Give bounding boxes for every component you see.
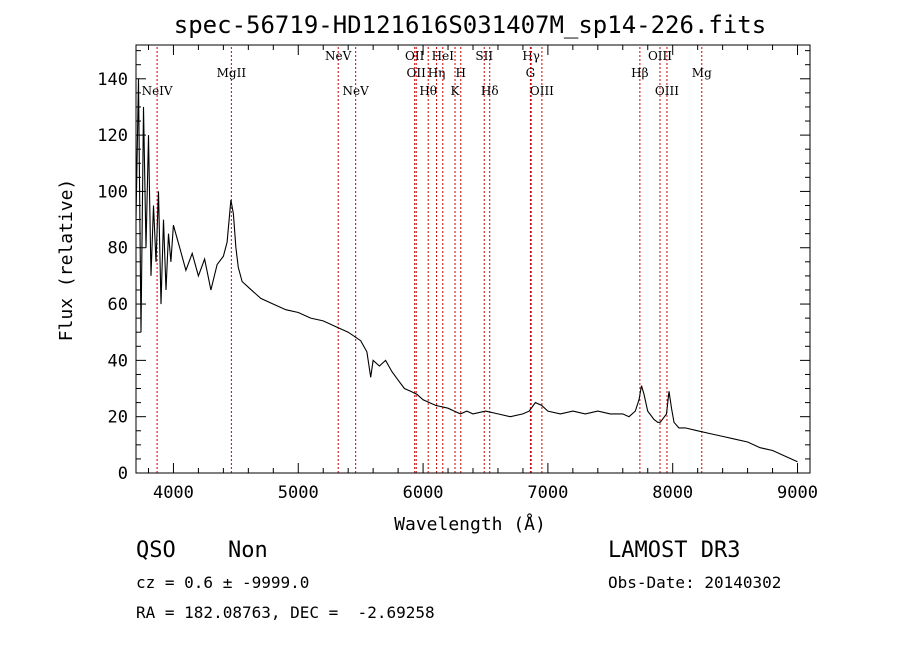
line-label-1: MgII — [217, 66, 247, 80]
line-label-18: OIII — [655, 84, 679, 98]
line-label-9: H — [456, 66, 466, 80]
y-axis-label: Flux (relative) — [56, 179, 77, 342]
y-tick-label-1: 20 — [108, 408, 128, 428]
x-tick-label-0: 4000 — [153, 483, 194, 503]
line-label-5: OII — [407, 66, 427, 80]
line-label-14: G — [526, 66, 536, 80]
redshift-cz: cz = 0.6 ± -9999.0 — [136, 573, 310, 592]
y-tick-label-5: 100 — [97, 182, 128, 202]
obs-date: Obs-Date: 20140302 — [608, 573, 782, 592]
line-label-2: NeV — [325, 49, 352, 63]
line-label-4: OII — [405, 49, 425, 63]
x-axis-label: Wavelength (Å) — [394, 513, 546, 535]
line-label-3: NeV — [343, 84, 370, 98]
object-class: QSO — [136, 538, 176, 563]
x-tick-label-2: 6000 — [403, 483, 444, 503]
x-tick-label-5: 9000 — [777, 483, 818, 503]
y-tick-label-2: 40 — [108, 351, 128, 371]
line-label-10: K — [451, 84, 461, 98]
line-label-8: HeI — [432, 49, 455, 63]
y-tick-label-6: 120 — [97, 126, 128, 146]
x-tick-label-3: 7000 — [527, 483, 568, 503]
line-label-19: Mg — [692, 66, 712, 80]
y-tick-label-3: 60 — [108, 295, 128, 315]
spectrum-line — [135, 78, 798, 463]
spectrum-series — [135, 78, 798, 463]
line-label-16: Hβ — [631, 66, 648, 80]
y-tick-label-7: 140 — [97, 70, 128, 90]
object-subclass: Non — [228, 538, 268, 563]
line-label-11: SII — [475, 49, 493, 63]
line-label-17: OIII — [648, 49, 672, 63]
x-tick-label-4: 8000 — [652, 483, 693, 503]
line-label-15: OIII — [530, 84, 554, 98]
y-tick-label-4: 80 — [108, 239, 128, 259]
tick-labels: 4000 5000 6000 7000 8000 9000 0 20 40 60 80 100 120 1… — [97, 70, 818, 503]
coordinates: RA = 182.08763, DEC = -2.69258 — [136, 603, 435, 622]
line-label-6: Hθ — [419, 84, 437, 98]
line-label-13: Hγ — [522, 49, 540, 63]
survey-name: LAMOST DR3 — [608, 538, 741, 563]
y-tick-label-0: 0 — [118, 464, 128, 484]
axes — [135, 44, 811, 474]
line-label-7: Hη — [428, 66, 446, 80]
x-tick-label-1: 5000 — [278, 483, 319, 503]
line-label-12: Hδ — [481, 84, 499, 98]
line-label-0: NeIV — [142, 84, 173, 98]
chart-title: spec-56719-HD121616S031407M_sp14-226.fit… — [174, 11, 766, 39]
